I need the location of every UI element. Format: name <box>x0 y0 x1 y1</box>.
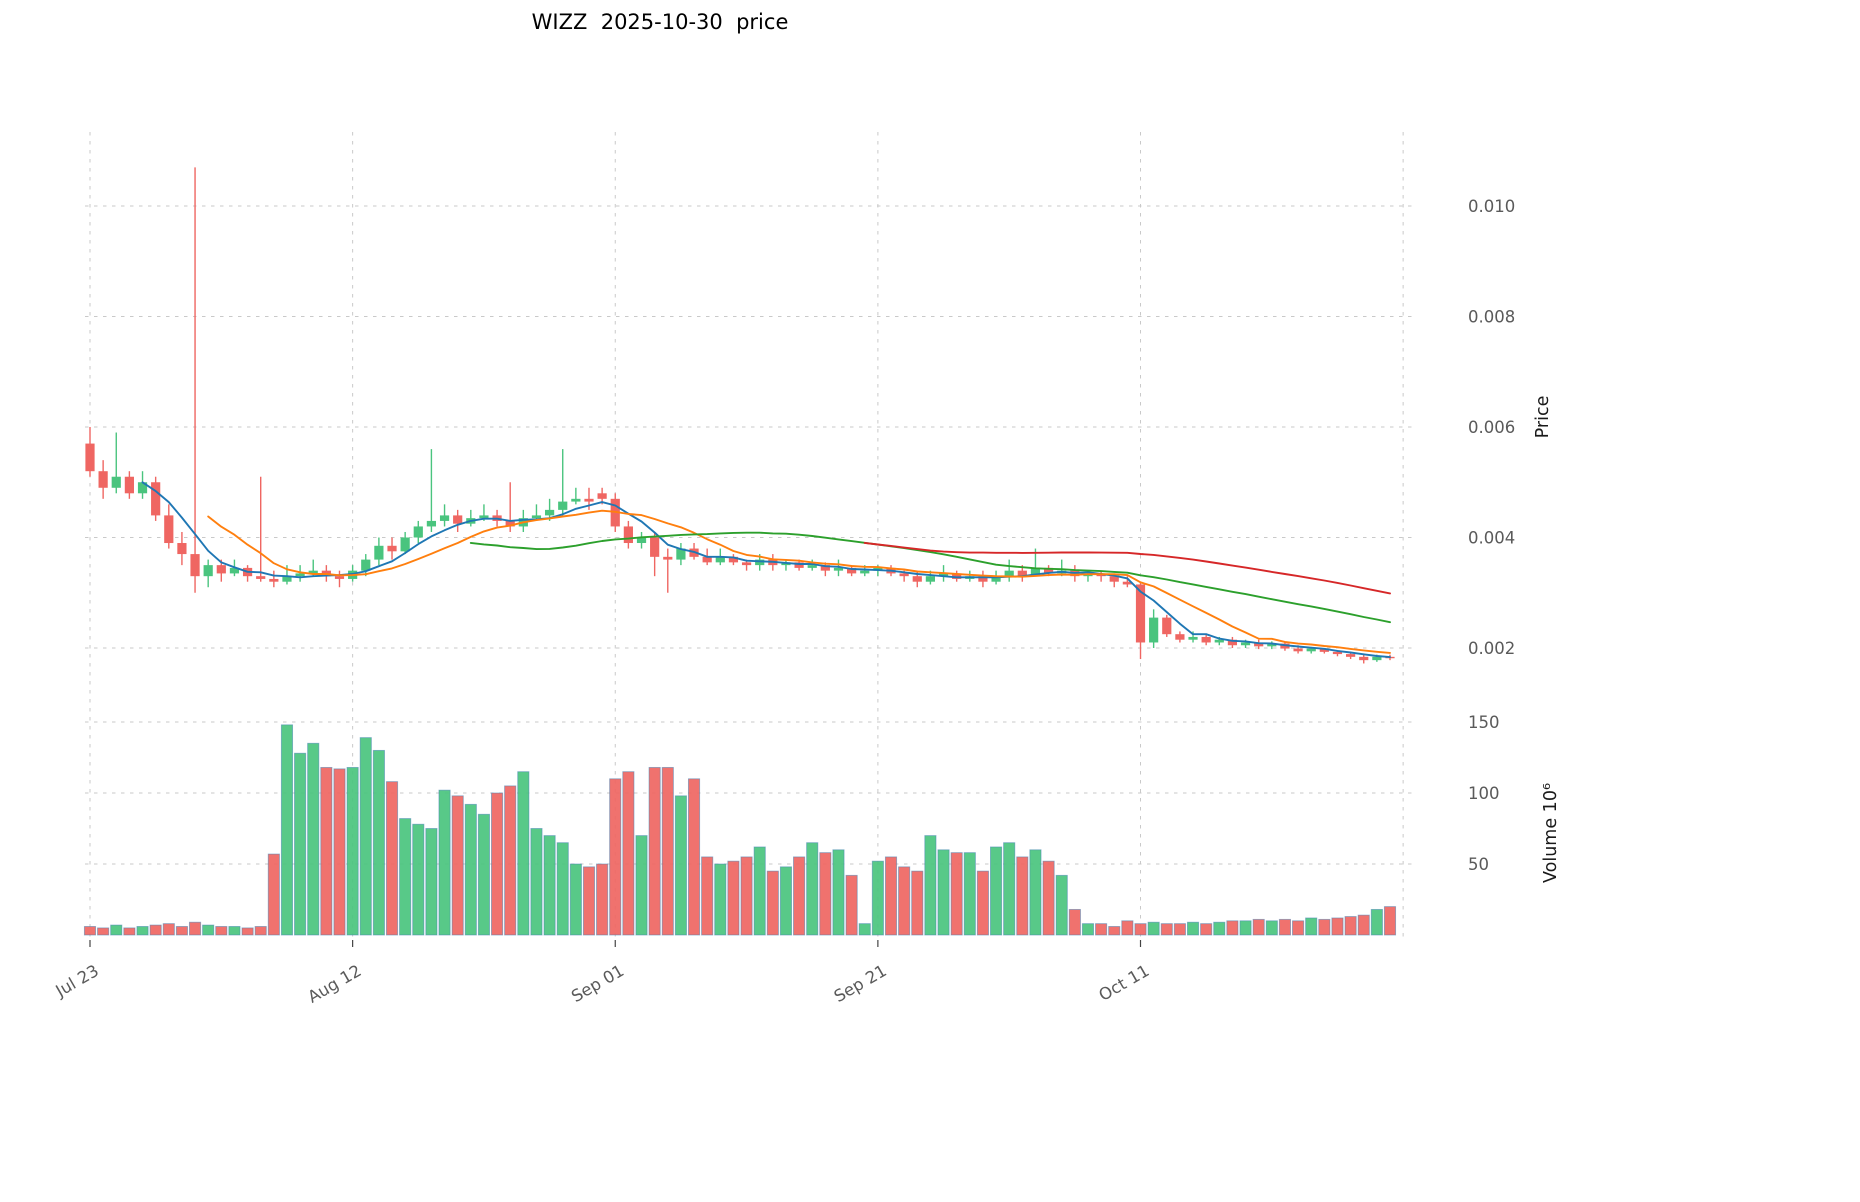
svg-text:Jul 23: Jul 23 <box>52 961 102 1001</box>
svg-text:Sep 21: Sep 21 <box>831 961 890 1006</box>
chart-title: WIZZ 2025-10-30 price <box>531 10 789 34</box>
volume-axis-label: Volume 10⁶ <box>1541 783 1561 883</box>
svg-text:Sep 01: Sep 01 <box>568 961 627 1006</box>
svg-text:0.010: 0.010 <box>1468 197 1515 216</box>
svg-text:0.006: 0.006 <box>1468 418 1515 437</box>
svg-text:Oct 11: Oct 11 <box>1096 961 1153 1005</box>
svg-text:Aug 12: Aug 12 <box>304 961 364 1007</box>
price-axis-label: Price <box>1533 396 1553 439</box>
svg-text:100: 100 <box>1468 784 1500 803</box>
svg-text:0.008: 0.008 <box>1468 308 1515 327</box>
svg-text:150: 150 <box>1468 713 1500 732</box>
svg-text:50: 50 <box>1468 855 1489 874</box>
svg-text:0.004: 0.004 <box>1468 529 1515 548</box>
svg-text:0.002: 0.002 <box>1468 639 1515 658</box>
